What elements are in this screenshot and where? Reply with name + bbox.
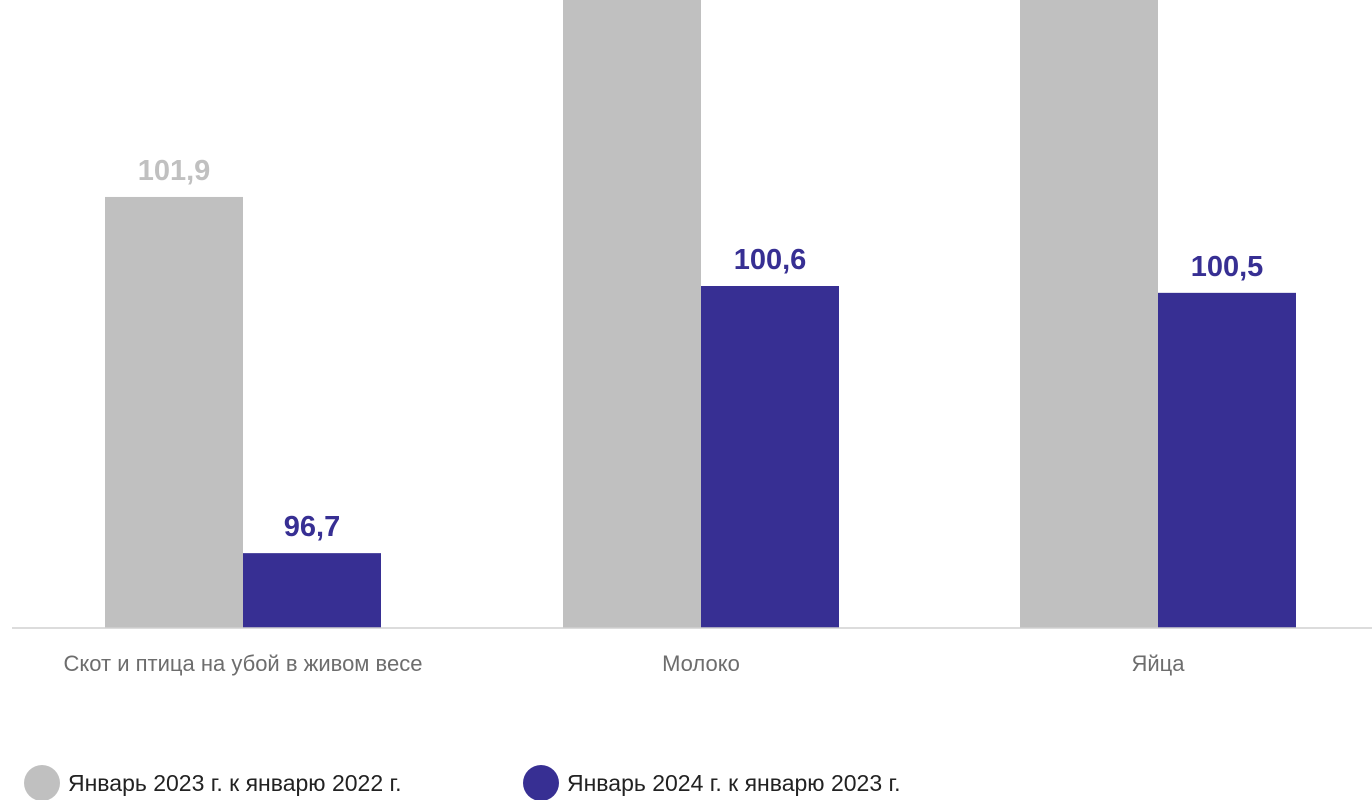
category-label-milk: Молоко — [662, 651, 740, 676]
bars-layer — [105, 0, 1296, 629]
legend-label-2024: Январь 2024 г. к январю 2023 г. — [567, 770, 900, 796]
legend-marker-2024 — [523, 765, 559, 800]
legend: Январь 2023 г. к январю 2022 г. Январь 2… — [24, 765, 900, 800]
bar-2024-eggs — [1158, 292, 1296, 628]
bar-2024-milk — [701, 286, 839, 628]
legend-label-2023: Январь 2023 г. к январю 2022 г. — [68, 770, 401, 796]
legend-marker-2023 — [24, 765, 60, 800]
legend-item-2024: Январь 2024 г. к январю 2023 г. — [523, 765, 900, 800]
category-label-eggs: Яйца — [1131, 651, 1185, 676]
bar-2023-livestock — [105, 196, 243, 628]
category-label-livestock: Скот и птица на убой в живом весе — [64, 651, 423, 676]
value-label-2024-livestock: 96,7 — [284, 511, 340, 543]
bar-2024-livestock — [243, 553, 381, 628]
value-label-2024-eggs: 100,5 — [1191, 251, 1264, 283]
value-label-2024-milk: 100,6 — [734, 244, 807, 276]
legend-item-2023: Январь 2023 г. к январю 2022 г. — [24, 765, 401, 800]
category-labels-layer: Скот и птица на убой в живом весе Молоко… — [64, 651, 1186, 676]
value-label-2023-livestock: 101,9 — [138, 155, 211, 187]
bar-2023-eggs — [1020, 0, 1158, 628]
bar-2023-milk — [563, 0, 701, 629]
